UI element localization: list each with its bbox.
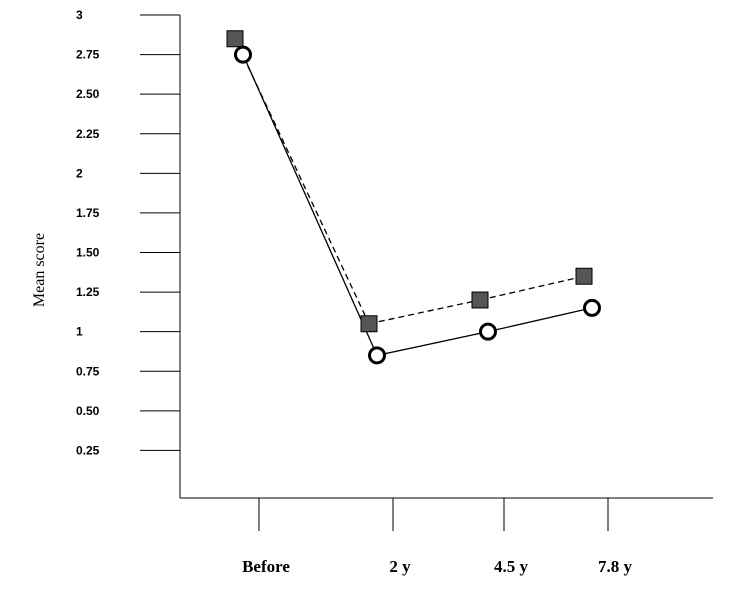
y-tick-label: 0.50 <box>76 404 100 418</box>
y-tick-label: 1.25 <box>76 285 100 299</box>
y-tick-label: 2.75 <box>76 48 100 62</box>
series-2-segment <box>242 54 378 356</box>
x-tick-label: 4.5 y <box>494 557 529 576</box>
x-tick-label: Before <box>242 557 290 576</box>
series-2-circle-marker <box>479 322 497 341</box>
y-tick-label: 2.25 <box>76 127 100 141</box>
series-2-segment <box>487 307 593 333</box>
y-tick-label: 1 <box>76 325 83 339</box>
y-axis-title: Mean score <box>31 233 48 307</box>
series-1-square-marker <box>360 315 378 333</box>
series-1-segment <box>368 299 481 325</box>
series-2-circle-marker <box>368 346 386 365</box>
y-tick-label: 1.50 <box>76 246 100 260</box>
series-2-circle-marker <box>234 45 252 64</box>
y-tick-label: 0.25 <box>76 443 100 457</box>
x-tick-label: 7.8 y <box>598 557 633 576</box>
y-tick-label: 1.75 <box>76 206 100 220</box>
x-axis-ticks: Before 2 y 4.5 y 7.8 y <box>242 498 633 576</box>
series-1-square-marker <box>575 267 593 285</box>
y-tick-label: 3 <box>76 8 83 22</box>
series-2-segment <box>376 331 489 357</box>
y-tick-label: 0.75 <box>76 364 100 378</box>
y-tick-label: 2 <box>76 166 83 180</box>
series-1-square-marker <box>226 30 244 48</box>
y-axis-ticks: 3 2.75 2.50 2.25 2 1.75 1.50 1.25 1 0.75 0.50 0.25 <box>76 8 180 457</box>
x-tick-label: 2 y <box>389 557 411 576</box>
series-2-circle-marker <box>583 298 601 317</box>
series-layer <box>226 30 601 365</box>
series-1-square-marker <box>471 291 489 309</box>
series-1-segment <box>479 275 585 301</box>
y-tick-label: 2.50 <box>76 87 100 101</box>
